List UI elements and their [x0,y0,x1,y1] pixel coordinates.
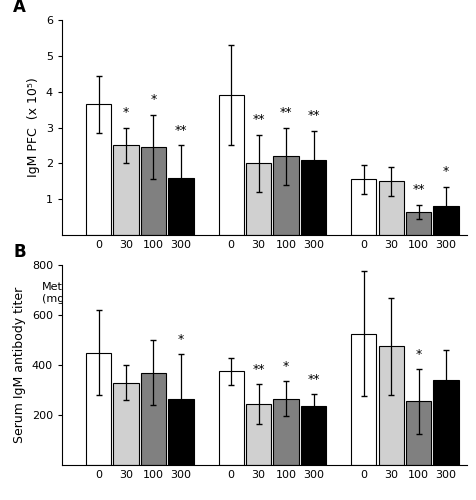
Text: *: * [282,360,288,373]
Bar [168,178,193,235]
Bar [86,352,111,465]
Bar [350,180,376,235]
Bar [300,406,326,465]
Bar [273,399,298,465]
Bar [113,146,139,235]
Text: *: * [150,94,156,106]
Bar [350,334,376,465]
Y-axis label: Serum IgM antibody titer: Serum IgM antibody titer [13,287,26,443]
Text: **: ** [307,372,319,386]
Bar [246,404,271,465]
Bar [218,95,243,235]
Text: ICR mice: ICR mice [379,282,429,292]
Bar [113,382,139,465]
Bar [405,401,430,465]
Y-axis label: IgM PFC  (x 10⁵): IgM PFC (x 10⁵) [27,78,40,178]
Bar [433,206,458,235]
Bar [300,160,326,235]
Text: **: ** [174,124,187,137]
Bar [140,147,166,235]
Text: **: ** [279,106,292,119]
Text: *: * [178,333,184,346]
Bar [378,346,403,465]
Bar [405,212,430,235]
Bar [86,104,111,235]
Bar [378,181,403,235]
Text: **: ** [412,183,424,196]
Bar [218,371,243,465]
Text: *: * [123,106,129,119]
Bar [273,156,298,235]
Text: BALB/c mice: BALB/c mice [105,282,174,292]
Text: B: B [13,243,26,261]
Text: **: ** [252,363,264,376]
Text: *: * [415,348,421,360]
Text: **: ** [307,110,319,122]
Bar [168,399,193,465]
Text: *: * [442,165,448,178]
Bar [246,164,271,235]
Text: Methoxychlor
(mg/kg): Methoxychlor (mg/kg) [42,282,117,304]
Text: **: ** [252,113,264,126]
Text: C3H/He mice: C3H/He mice [236,282,308,292]
Bar [140,372,166,465]
Text: A: A [13,0,26,16]
Bar [433,380,458,465]
